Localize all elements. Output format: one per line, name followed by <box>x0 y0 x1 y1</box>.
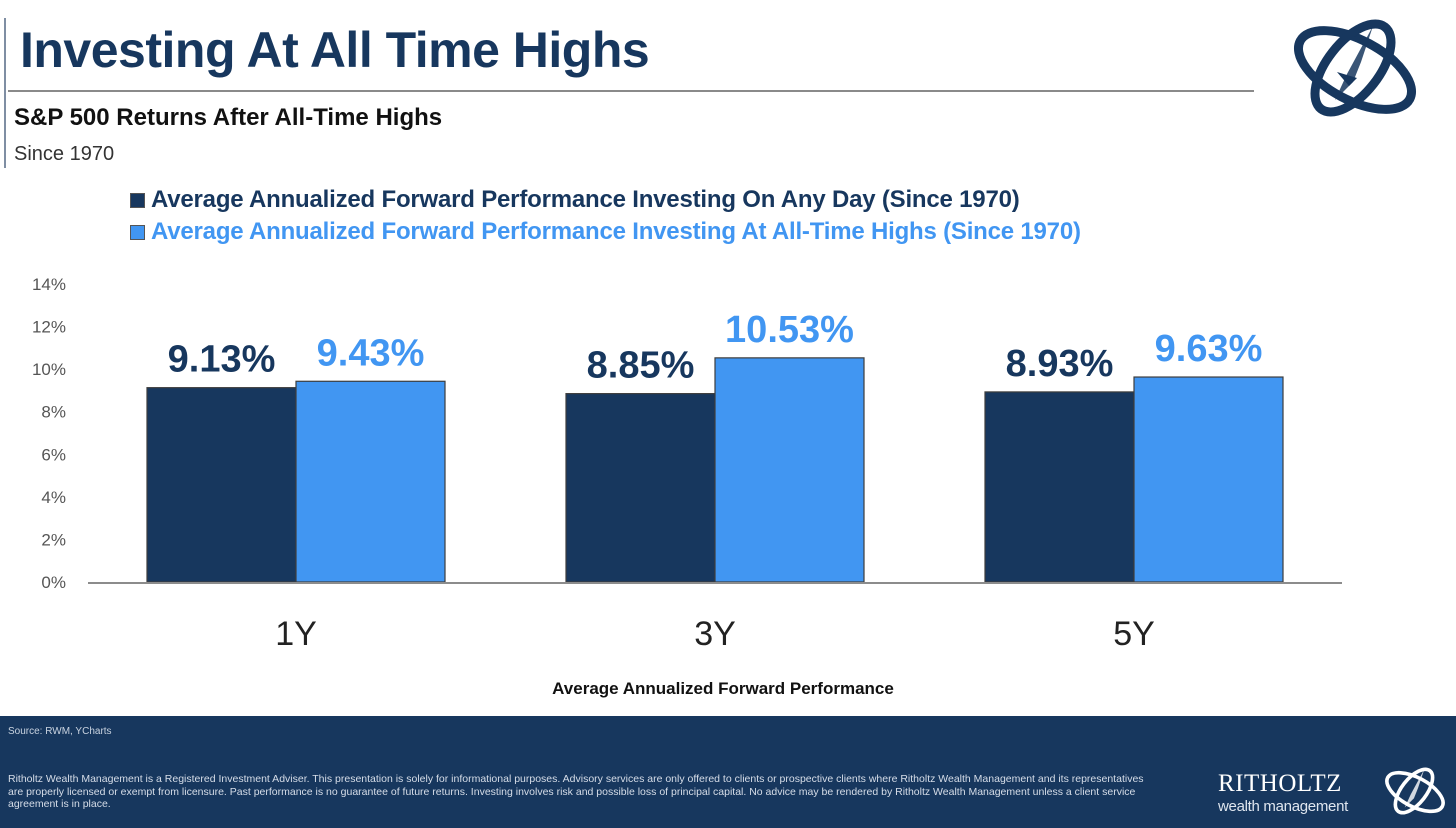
bar-chart: 0% 2% 4% 6% 8% 10% 12% 14% 9.13% 9.43% 1Y 8.85% 10.5… <box>32 275 1342 698</box>
y-tick-label: 0% <box>41 573 66 592</box>
y-tick-label: 10% <box>32 360 66 379</box>
y-tick-label: 8% <box>41 403 66 422</box>
legend-item-any-day: Average Annualized Forward Performance I… <box>130 184 1081 216</box>
legend-item-all-time-highs: Average Annualized Forward Performance I… <box>130 216 1081 248</box>
x-tick-label: 1Y <box>275 615 317 653</box>
data-label: 9.63% <box>1155 328 1263 370</box>
ritholtz-logo-icon <box>1293 19 1417 117</box>
bar-3Y-series-2 <box>714 357 865 583</box>
brand-subtitle: wealth management <box>1218 798 1348 815</box>
bar-1Y-series-1 <box>146 387 297 583</box>
footer-brand-logo: RITHOLTZ wealth management <box>1214 756 1454 826</box>
chart-subtitle: S&P 500 Returns After All-Time Highs <box>14 104 443 131</box>
y-tick-label: 2% <box>41 530 66 549</box>
footer: Source: RWM, YCharts Ritholtz Wealth Man… <box>0 716 1456 828</box>
x-axis-title: Average Annualized Forward Performance <box>552 679 894 698</box>
chart-legend: Average Annualized Forward Performance I… <box>130 184 1081 248</box>
data-label: 9.13% <box>168 339 276 381</box>
bar-5Y-series-2 <box>1133 376 1284 583</box>
data-label: 10.53% <box>725 309 854 351</box>
legend-swatch-blue <box>130 224 145 240</box>
left-accent-rule <box>4 18 6 168</box>
source-note: Source: RWM, YCharts <box>8 726 112 737</box>
legend-label: Average Annualized Forward Performance I… <box>151 186 1020 213</box>
page-title: Investing At All Time Highs <box>20 22 650 78</box>
ritholtz-logo-icon-small <box>1385 767 1445 815</box>
data-label: 9.43% <box>317 332 425 374</box>
since-label: Since 1970 <box>14 143 115 165</box>
x-tick-label: 5Y <box>1113 615 1155 653</box>
legend-swatch-navy <box>130 192 145 208</box>
bar-3Y-series-1 <box>565 393 716 583</box>
data-label: 8.93% <box>1006 343 1114 385</box>
disclaimer-text: Ritholtz Wealth Management is a Register… <box>8 773 1144 810</box>
title-divider <box>8 90 1254 92</box>
legend-label: Average Annualized Forward Performance I… <box>151 218 1081 245</box>
y-tick-label: 6% <box>41 445 66 464</box>
brand-name: RITHOLTZ <box>1218 770 1342 797</box>
y-tick-label: 14% <box>32 275 66 294</box>
x-tick-label: 3Y <box>694 615 736 653</box>
y-tick-label: 4% <box>41 488 66 507</box>
data-label: 8.85% <box>587 345 695 387</box>
y-tick-label: 12% <box>32 318 66 337</box>
bar-1Y-series-2 <box>295 380 446 583</box>
bar-5Y-series-1 <box>984 391 1135 583</box>
